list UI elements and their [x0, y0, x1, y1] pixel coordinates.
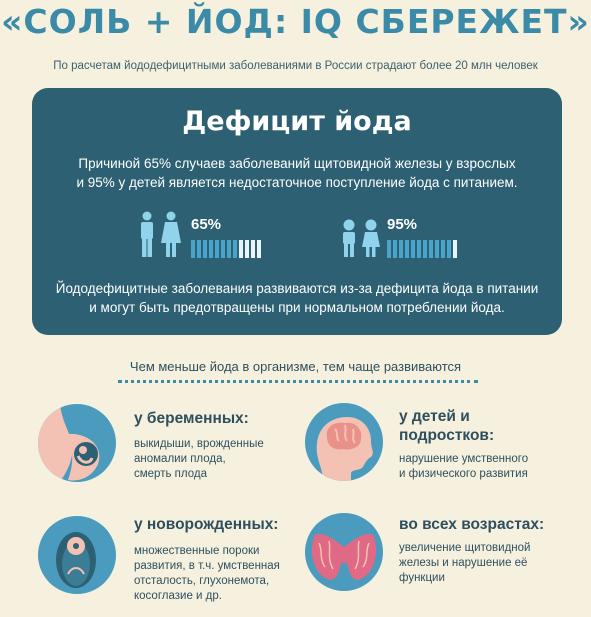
progress-segment [233, 240, 237, 258]
progress-segment [405, 240, 409, 258]
children-heading: у детей и подростков: [399, 407, 494, 445]
progress-segment [435, 240, 439, 258]
progress-segment [245, 240, 249, 258]
progress-segment [215, 240, 219, 258]
card-outro-line-1: Йододефицитные заболевания развиваются и… [55, 281, 539, 296]
all-ages-line: железы и нарушение её [399, 557, 528, 569]
progress-segment [191, 240, 195, 258]
newborns-line: развития, в т.ч. умственная [134, 560, 280, 572]
all-ages-text: увеличение щитовидной железы и нарушение… [399, 541, 530, 586]
pregnant-text: выкидыши, врожденные аномалии плода, сме… [134, 437, 264, 482]
progress-segment [239, 240, 243, 258]
all-ages-line: функции [399, 572, 445, 584]
progress-segment [447, 240, 451, 258]
children-icon [343, 219, 380, 257]
thyroid-icon [311, 533, 377, 580]
card-outro: Йододефицитные заболевания развиваются и… [52, 279, 542, 317]
newborns-line: множественные пороки [134, 545, 260, 557]
progress-segment [423, 240, 427, 258]
page-subtitle: По расчетам йододефицитными заболеваниям… [53, 60, 538, 72]
child-head-icon [316, 417, 373, 481]
card-intro-line-2: и 95% у детей является недостаточное пос… [76, 175, 518, 190]
newborns-heading: у новорожденных: [134, 516, 279, 533]
all-ages-line: увеличение щитовидной [399, 542, 531, 554]
newborns-text: множественные пороки развития, в т.ч. ум… [134, 544, 280, 604]
children-line: нарушение умственного [399, 453, 529, 465]
child-head-circle [305, 403, 383, 481]
progress-segment [209, 240, 213, 258]
progress-segment [257, 240, 261, 258]
progress-segment [203, 240, 207, 258]
children-progress-bar [387, 240, 459, 258]
progress-segment [399, 240, 403, 258]
newborn-circle [38, 516, 116, 594]
pregnant-line: аномалии плода, [134, 453, 226, 465]
progress-segment [411, 240, 415, 258]
progress-segment [417, 240, 421, 258]
adults-icon [141, 211, 181, 257]
progress-segment [393, 240, 397, 258]
all-ages-heading: во всех возрастах: [399, 516, 545, 533]
card-title: Дефицит йода [182, 106, 412, 137]
thyroid-circle [305, 513, 383, 591]
children-percent: 95% [387, 216, 418, 233]
newborns-line: отсталость, глухонемота, [134, 575, 270, 587]
section-heading: Чем меньше йода в организме, тем чаще ра… [129, 359, 462, 374]
iodine-deficit-card: Дефицит йода Причиной 65% случаев заболе… [32, 88, 562, 335]
dotted-divider [118, 380, 478, 383]
progress-segment [441, 240, 445, 258]
pregnant-heading: у беременных: [134, 410, 249, 427]
pregnant-circle [38, 404, 116, 482]
pregnant-icon [38, 404, 100, 482]
children-heading-line-1: у детей и [399, 408, 470, 425]
progress-segment [251, 240, 255, 258]
card-outro-line-2: и могут быть предотвращены при нормально… [89, 300, 505, 315]
progress-segment [197, 240, 201, 258]
pregnant-line: выкидыши, врожденные [134, 438, 264, 450]
newborn-icon [56, 532, 96, 588]
progress-segment [387, 240, 391, 258]
adults-progress-bar [191, 240, 263, 258]
page-title: «СОЛЬ + ЙОД: IQ СБЕРЕЖЕТ» [1, 2, 590, 41]
pregnant-line: смерть плода [134, 468, 207, 480]
progress-segment [227, 240, 231, 258]
card-intro-line-1: Причиной 65% случаев заболеваний щитовид… [78, 156, 516, 171]
children-text: нарушение умственного и физического разв… [399, 452, 528, 482]
children-line: и физического развития [399, 468, 528, 480]
progress-segment [221, 240, 225, 258]
adults-percent: 65% [191, 216, 222, 233]
newborns-line: косоглазие и др. [134, 590, 222, 602]
children-heading-line-2: подростков: [399, 427, 495, 444]
progress-segment [429, 240, 433, 258]
progress-segment [453, 240, 457, 258]
card-intro: Причиной 65% случаев заболеваний щитовид… [52, 154, 542, 192]
